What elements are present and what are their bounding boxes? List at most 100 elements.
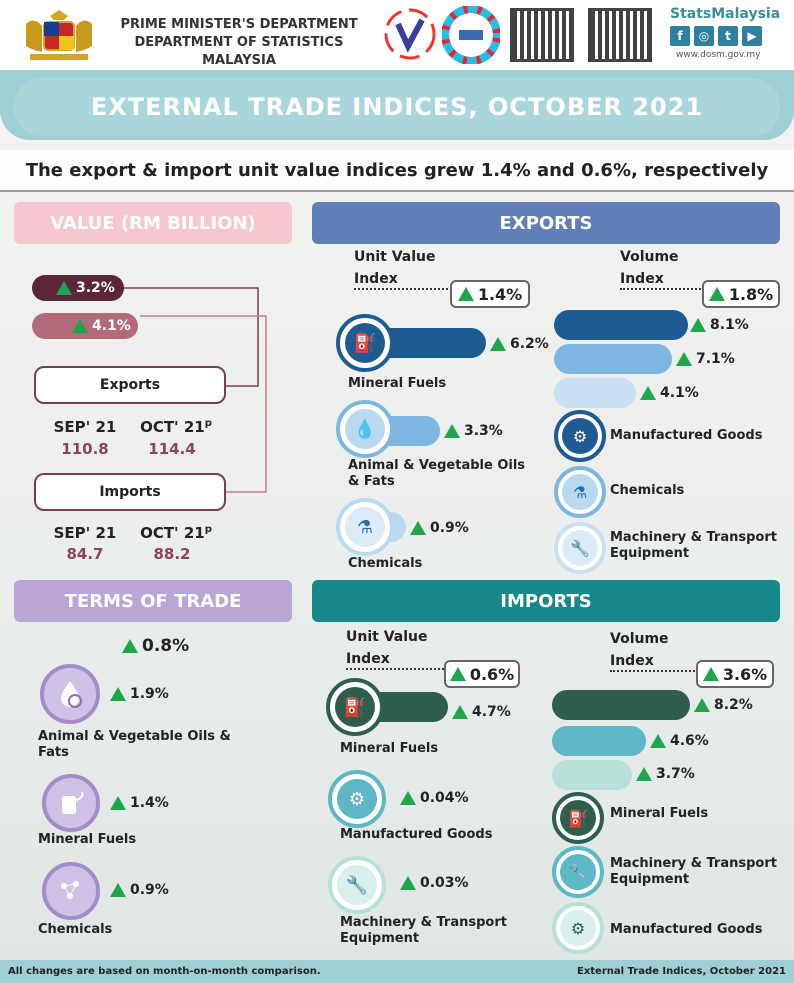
exports-sep-label: SEP' 21 xyxy=(53,418,117,436)
imports-uvi-change-1: 0.04% xyxy=(400,790,469,806)
exports-uvi-change-2: 0.9% xyxy=(410,520,469,536)
tot-change-2: 0.9% xyxy=(110,882,169,898)
tot-label-0: Animal & Vegetable Oils & Fats xyxy=(38,729,231,760)
machinery-icon: 🔧 xyxy=(554,522,606,574)
up-arrow-icon xyxy=(444,424,460,438)
imports-uvi-label-0: Mineral Fuels xyxy=(340,741,439,756)
exports-heading: EXPORTS xyxy=(312,202,780,244)
up-arrow-icon xyxy=(110,796,126,810)
up-arrow-icon xyxy=(400,876,416,890)
imports-uvi-change-2: 0.03% xyxy=(400,875,469,891)
exports-vol-label-0: Manufactured Goods xyxy=(610,428,763,443)
imports-uvi-label: Unit Value Index xyxy=(346,629,428,667)
oils-fats-icon xyxy=(40,664,100,724)
exports-uvi-change: 1.4% xyxy=(450,280,530,308)
up-arrow-icon xyxy=(676,352,692,366)
up-arrow-icon xyxy=(490,337,506,351)
imports-volume-label: Volume Index xyxy=(610,631,669,669)
exports-uvi-label-2: Chemicals xyxy=(348,556,423,571)
manufactured-goods-icon: ⚙ xyxy=(552,902,604,954)
up-arrow-icon xyxy=(640,386,656,400)
social-icons: f ◎ t ▶ xyxy=(670,26,762,46)
tot-change-0: 1.9% xyxy=(110,686,169,702)
stats-malaysia-brand: StatsMalaysia xyxy=(670,6,781,22)
up-arrow-icon xyxy=(650,734,666,748)
up-arrow-icon xyxy=(410,521,426,535)
imports-uvi-change: 0.6% xyxy=(444,660,520,688)
exports-vol-label-1: Chemicals xyxy=(610,483,685,498)
facebook-icon[interactable]: f xyxy=(670,26,690,46)
imports-oct-label: OCT' 21p xyxy=(140,524,212,542)
imports-label: Imports xyxy=(34,473,226,511)
coat-of-arms-logo xyxy=(26,10,92,60)
twitter-icon[interactable]: t xyxy=(718,26,738,46)
footer-note: All changes are based on month-on-month … xyxy=(8,966,321,977)
up-arrow-icon xyxy=(457,287,474,301)
exports-uvi-label-0: Mineral Fuels xyxy=(348,376,447,391)
imports-vol-change-2: 3.7% xyxy=(636,766,695,782)
dotted-line xyxy=(610,670,698,672)
tot-total-change: 0.8% xyxy=(122,636,189,656)
exports-volume-change: 1.8% xyxy=(702,280,780,308)
exports-vol-change-0: 8.1% xyxy=(690,317,749,333)
exports-label: Exports xyxy=(34,366,226,404)
imports-sep-label: SEP' 21 xyxy=(53,524,117,542)
dotted-line xyxy=(346,668,444,670)
exports-vol-label-2: Machinery & Transport Equipment xyxy=(610,530,777,561)
footer: All changes are based on month-on-month … xyxy=(0,960,794,983)
instagram-icon[interactable]: ◎ xyxy=(694,26,714,46)
tot-change-1: 1.4% xyxy=(110,795,169,811)
imports-vol-change-0: 8.2% xyxy=(694,697,753,713)
mineral-fuels-icon: ⛽ xyxy=(326,678,384,736)
imports-vol-label-0: Mineral Fuels xyxy=(610,806,709,821)
imports-oct-value: 88.2 xyxy=(153,545,191,563)
exports-volume-label: Volume Index xyxy=(620,249,679,287)
machinery-icon: 🔧 xyxy=(328,856,386,914)
up-arrow-icon xyxy=(690,318,706,332)
up-arrow-icon xyxy=(72,319,88,333)
up-arrow-icon xyxy=(708,287,725,301)
tot-label-2: Chemicals xyxy=(38,922,113,937)
up-arrow-icon xyxy=(452,705,468,719)
mineral-fuels-icon xyxy=(42,774,100,832)
imports-uvi-label-1: Manufactured Goods xyxy=(340,827,493,842)
value-heading: VALUE (RM BILLION) xyxy=(14,202,292,244)
page-title: EXTERNAL TRADE INDICES, OCTOBER 2021 xyxy=(14,78,780,136)
imports-sep-value: 84.7 xyxy=(66,545,104,563)
imports-vol-change-1: 4.6% xyxy=(650,733,709,749)
imports-volume-change: 3.6% xyxy=(696,660,774,688)
sdg-logo xyxy=(442,6,500,64)
mineral-fuels-icon: ⛽ xyxy=(336,314,394,372)
up-arrow-icon xyxy=(110,687,126,701)
department-name: PRIME MINISTER'S DEPARTMENT DEPARTMENT O… xyxy=(120,17,358,68)
up-arrow-icon xyxy=(400,791,416,805)
chemicals-icon: ⚗ xyxy=(336,498,394,556)
exports-vol-bar-2 xyxy=(554,378,636,408)
imports-uvi-change-0: 4.7% xyxy=(452,704,511,720)
exports-value-change: 3.2% xyxy=(32,275,124,301)
imports-vol-bar-1 xyxy=(552,726,646,756)
header xyxy=(0,0,794,72)
website-url[interactable]: www.dosm.gov.my xyxy=(676,50,761,60)
exports-uvi-change-0: 6.2% xyxy=(490,336,549,352)
terms-of-trade-heading: TERMS OF TRADE xyxy=(14,580,292,622)
imports-vol-label-1: Machinery & Transport Equipment xyxy=(610,856,777,887)
exports-uvi-label-1: Animal & Vegetable Oils & Fats xyxy=(348,458,526,489)
dotted-line xyxy=(620,288,704,290)
imports-vol-bar-0 xyxy=(552,690,690,720)
tot-label-1: Mineral Fuels xyxy=(38,832,137,847)
dotted-line xyxy=(354,288,452,290)
manufactured-goods-icon: ⚙ xyxy=(554,410,606,462)
exports-oct-value: 114.4 xyxy=(148,440,196,458)
youtube-icon[interactable]: ▶ xyxy=(742,26,762,46)
exports-uvi-change-1: 3.3% xyxy=(444,423,503,439)
exports-vol-change-2: 4.1% xyxy=(640,385,699,401)
up-arrow-icon xyxy=(56,281,72,295)
connector-lines xyxy=(120,287,267,493)
exports-vol-bar-1 xyxy=(554,344,672,374)
imports-heading: IMPORTS xyxy=(312,580,780,622)
chemicals-icon xyxy=(42,862,100,920)
up-arrow-icon xyxy=(636,767,652,781)
exports-vol-change-1: 7.1% xyxy=(676,351,735,367)
headline: The export & import unit value indices g… xyxy=(0,150,794,192)
